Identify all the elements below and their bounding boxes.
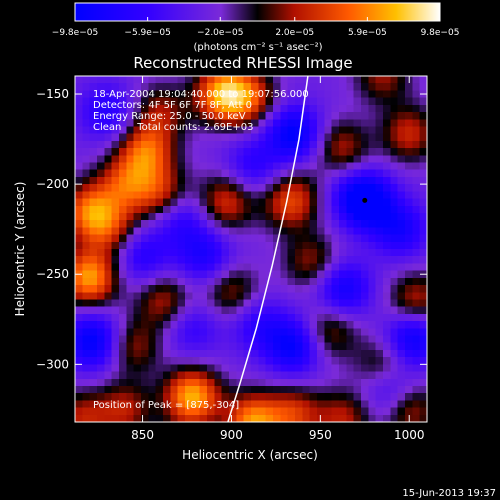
x-tick-label: 850 xyxy=(131,428,154,442)
annotation-energy: Energy Range: 25.0 - 50.0 keV xyxy=(93,111,246,122)
colorbar-ticks: −9.8e−05 −5.9e−05 −2.0e−05 2.0e−05 5.9e−05 9.… xyxy=(52,17,460,38)
colorbar-units-label: (photons cm⁻² s⁻¹ asec⁻²) xyxy=(193,42,322,53)
heatmap-image xyxy=(75,76,427,422)
x-axis-label: Heliocentric X (arcsec) xyxy=(182,448,318,462)
annotation-counts: Clean Total counts: 2.69E+03 xyxy=(93,122,253,133)
chart-title: Reconstructed RHESSI Image xyxy=(133,54,352,72)
y-tick-label: −150 xyxy=(36,87,69,101)
colorbar-tick-label: 9.8e−05 xyxy=(421,28,460,38)
colorbar-tick-label: −5.9e−05 xyxy=(124,28,170,38)
annotation-block: 18-Apr-2004 19:04:40.000 to 19:07:56.000… xyxy=(93,89,309,133)
y-tick-label: −200 xyxy=(36,177,69,191)
y-axis-label: Heliocentric Y (arcsec) xyxy=(13,182,27,317)
x-tick-label: 950 xyxy=(309,428,332,442)
y-tick-label: −250 xyxy=(36,267,69,281)
footer-date: 15-Jun-2013 19:37 xyxy=(402,488,496,499)
colorbar-tick-label: −9.8e−05 xyxy=(52,28,98,38)
y-tick-label: −300 xyxy=(36,357,69,371)
annotation-time: 18-Apr-2004 19:04:40.000 to 19:07:56.000 xyxy=(93,89,309,100)
colorbar-tick-label: 5.9e−05 xyxy=(348,28,387,38)
x-tick-label: 900 xyxy=(220,428,243,442)
colorbar-tick-label: −2.0e−05 xyxy=(197,28,243,38)
colorbar xyxy=(74,2,441,22)
peak-position-label: Position of Peak = [875,-304] xyxy=(93,400,239,411)
colorbar-tick-label: 2.0e−05 xyxy=(275,28,314,38)
annotation-detectors: Detectors: 4F 5F 6F 7F 8F, Att 0 xyxy=(93,100,252,111)
axis-ticks: 850 900 950 1000 −150 −200 −250 −300 xyxy=(36,76,427,442)
solar-limb-curve xyxy=(227,75,309,423)
x-tick-label: 1000 xyxy=(394,428,425,442)
minimum-marker xyxy=(362,197,368,203)
plot-frame xyxy=(74,75,428,423)
